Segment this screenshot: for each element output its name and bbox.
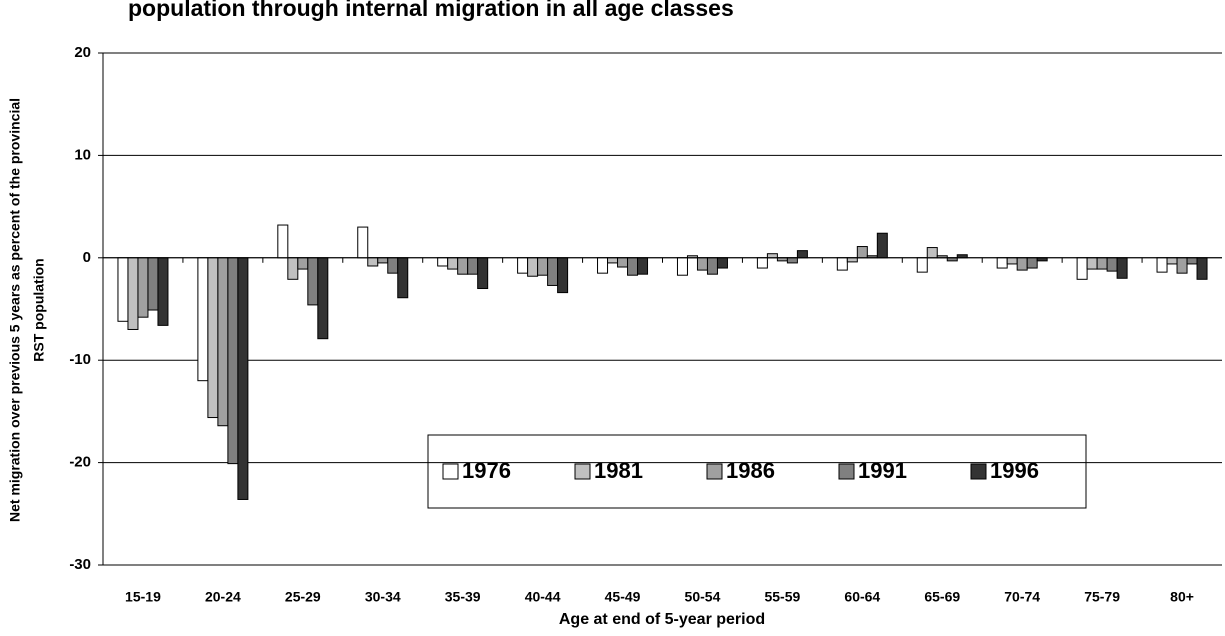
- x-tick-label: 40-44: [525, 589, 561, 605]
- bar: [1116, 257, 1128, 279]
- bar: [1076, 257, 1088, 280]
- bar: [1166, 257, 1178, 265]
- bar: [876, 232, 888, 259]
- bar: [517, 257, 529, 274]
- y-tick-label: -30: [69, 556, 91, 573]
- bar: [297, 257, 309, 270]
- legend-swatch: [574, 463, 591, 480]
- bar: [756, 257, 768, 269]
- legend-swatch: [442, 463, 459, 480]
- y-tick-label: 10: [74, 146, 91, 163]
- y-axis-label: RST population: [31, 258, 47, 361]
- bar: [227, 257, 239, 465]
- bar: [457, 257, 469, 275]
- legend-swatch: [970, 463, 987, 480]
- legend-swatch: [706, 463, 723, 480]
- bar: [716, 257, 728, 269]
- bar: [117, 257, 129, 322]
- bar: [607, 257, 619, 264]
- bar: [1156, 257, 1168, 273]
- bar: [1106, 257, 1118, 272]
- bar: [597, 257, 609, 274]
- x-tick-label: 35-39: [445, 589, 481, 605]
- bar: [357, 226, 369, 259]
- y-tick-label: 20: [74, 44, 91, 61]
- bar: [217, 257, 229, 427]
- x-tick-label: 15-19: [125, 589, 161, 605]
- bar: [1186, 257, 1198, 265]
- bar: [307, 257, 319, 306]
- bar: [527, 257, 539, 277]
- bar: [856, 246, 868, 259]
- bar: [387, 257, 399, 274]
- bar: [996, 257, 1008, 269]
- bar: [696, 257, 708, 271]
- bar: [127, 257, 139, 330]
- bar: [437, 257, 449, 267]
- legend-label: 1996: [990, 458, 1039, 483]
- bar: [397, 257, 409, 299]
- bar: [637, 257, 649, 275]
- bar: [287, 257, 299, 280]
- x-tick-label: 60-64: [844, 589, 880, 605]
- bar: [926, 247, 938, 259]
- x-tick-label: 80+: [1170, 589, 1194, 605]
- bar: [557, 257, 569, 294]
- x-tick-label: 25-29: [285, 589, 321, 605]
- bar: [836, 257, 848, 271]
- bar: [676, 257, 688, 276]
- x-tick-label: 50-54: [685, 589, 721, 605]
- legend-label: 1991: [858, 458, 907, 483]
- bar: [137, 257, 149, 318]
- bar: [1196, 257, 1208, 280]
- bar: [157, 257, 169, 326]
- legend-swatch: [838, 463, 855, 480]
- bar: [916, 257, 928, 273]
- x-tick-label: 75-79: [1084, 589, 1120, 605]
- bar: [706, 257, 718, 275]
- legend-label: 1986: [726, 458, 775, 483]
- x-tick-label: 55-59: [764, 589, 800, 605]
- y-tick-label: 0: [83, 249, 91, 266]
- x-tick-label: 70-74: [1004, 589, 1040, 605]
- x-tick-label: 20-24: [205, 589, 241, 605]
- bar: [1006, 257, 1018, 265]
- bar: [317, 257, 329, 340]
- y-tick-label: -10: [69, 351, 91, 368]
- bar: [467, 257, 479, 275]
- legend-label: 1981: [594, 458, 643, 483]
- x-tick-label: 65-69: [924, 589, 960, 605]
- y-axis-label: Net migration over previous 5 years as p…: [7, 98, 23, 522]
- bar: [367, 257, 379, 267]
- bar: [237, 257, 249, 500]
- legend-label: 1976: [462, 458, 511, 483]
- bar: [447, 257, 459, 270]
- bar: [377, 257, 389, 264]
- bar: [197, 257, 209, 382]
- bar: [477, 257, 489, 290]
- bar: [277, 224, 289, 259]
- y-tick-label: -20: [69, 454, 91, 471]
- bar: [796, 250, 808, 259]
- x-tick-label: 45-49: [605, 589, 641, 605]
- bar: [786, 257, 798, 264]
- bar: [537, 257, 549, 276]
- chart-title: population through internal migration in…: [128, 0, 734, 21]
- bar: [1086, 257, 1098, 270]
- bar: [1176, 257, 1188, 274]
- bar: [207, 257, 219, 419]
- bar: [617, 257, 629, 268]
- bar: [147, 257, 159, 311]
- bar: [627, 257, 639, 276]
- bar: [547, 257, 559, 286]
- x-tick-label: 30-34: [365, 589, 401, 605]
- bar: [766, 253, 778, 259]
- bar: [846, 257, 858, 263]
- bar: [1026, 257, 1038, 269]
- x-axis-label: Age at end of 5-year period: [559, 611, 765, 628]
- bar: [1016, 257, 1028, 271]
- bar: [1096, 257, 1108, 270]
